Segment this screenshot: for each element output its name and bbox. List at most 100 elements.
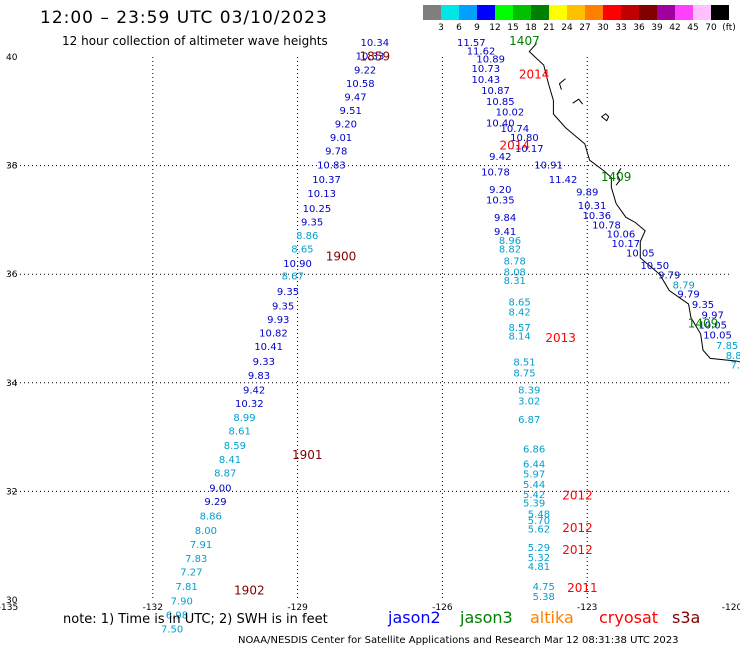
wave-height-value: 8.14 [508, 331, 530, 342]
wave-height-value: 9.20 [489, 185, 511, 196]
wave-height-value: 9.47 [344, 92, 366, 103]
scale-label: 70 [705, 23, 717, 33]
scale-swatch [423, 5, 441, 20]
wave-height-value: 7.90 [171, 596, 193, 607]
wave-height-value: 9.51 [340, 106, 362, 117]
wave-height-value: 11.42 [549, 175, 578, 186]
satellite-tracks: 10.34 10.33 9.22 10.58 9.47 9.51 9.20 9.01 9.78 1… [161, 34, 740, 636]
scale-swatch [441, 5, 459, 20]
wave-height-value: 3.02 [518, 397, 540, 408]
wave-height-value: 10.78 [481, 167, 510, 178]
wave-height-value: 7.46 [731, 361, 740, 372]
legend-jason2: jason2 [388, 608, 441, 627]
wave-height-value: 10.87 [481, 86, 510, 97]
wave-height-value: 10.80 [510, 133, 539, 144]
wave-height-value: 5.97 [523, 469, 545, 480]
wave-height-value: 10.34 [361, 38, 390, 49]
lon-label: -126 [432, 603, 453, 613]
wave-height-value: 5.48 [528, 509, 550, 520]
time-label: 1409 [601, 170, 632, 184]
wave-height-value: 5.42 [523, 490, 545, 501]
wave-height-value: 9.35 [272, 301, 294, 312]
wave-height-value: 8.42 [508, 307, 530, 318]
wave-height-value: 10.36 [583, 211, 612, 222]
scale-label: (ft) [722, 23, 736, 33]
wave-height-value: 8.67 [282, 272, 304, 283]
map-note: note: 1) Time is in UTC; 2) SWH is in fe… [63, 612, 328, 627]
wave-height-value: 6.87 [518, 415, 540, 426]
axis-labels: -135 -132 -129 -126 -123 -120 40 38 36 34 32 30 [0, 53, 740, 613]
wave-height-value: 9.89 [576, 187, 598, 198]
wave-height-value: 10.31 [578, 201, 607, 212]
legend-s3a: s3a [672, 608, 701, 627]
wave-height-value: 10.33 [356, 52, 385, 63]
time-label: 2014 [519, 68, 550, 82]
time-label: 2011 [567, 581, 598, 595]
scale-label: 3 [438, 23, 444, 33]
wave-height-value: 9.35 [301, 217, 323, 228]
page-subtitle: 12 hour collection of altimeter wave hei… [62, 34, 328, 48]
wave-height-value: 8.86 [200, 512, 222, 523]
scale-label: 12 [489, 23, 501, 33]
time-label: 2012 [562, 521, 593, 535]
time-label: 2014 [500, 138, 531, 152]
wave-height-value: 5.38 [533, 592, 555, 603]
wave-height-value: 9.00 [209, 483, 231, 494]
wave-height-value: 8.65 [508, 298, 530, 309]
scale-swatch [711, 5, 729, 20]
map-grid [8, 57, 732, 600]
wave-height-value: 10.32 [235, 399, 264, 410]
time-label: 2012 [562, 543, 593, 557]
inlet-outline [572, 98, 584, 105]
wave-height-value: 10.83 [317, 160, 346, 171]
wave-height-value: 8.08 [504, 267, 526, 278]
scale-swatch [477, 5, 495, 20]
wave-height-value: 10.91 [534, 160, 563, 171]
wave-height-value: 8.86 [296, 231, 318, 242]
scale-swatch [585, 5, 603, 20]
wave-height-value: 4.81 [528, 562, 550, 573]
lon-label: -135 [0, 603, 18, 613]
wave-height-value: 9.83 [248, 371, 270, 382]
legend-altika: altika [530, 608, 574, 627]
wave-height-value: 9.93 [267, 315, 289, 326]
wave-height-value: 8.82 [499, 244, 521, 255]
wave-height-value: 8.00 [195, 526, 217, 537]
scale-label: 15 [507, 23, 519, 33]
scale-label: 33 [615, 23, 627, 33]
time-label: 1859 [360, 49, 391, 63]
scale-swatch [513, 5, 531, 20]
lat-label: 38 [6, 162, 18, 172]
wave-height-value: 10.43 [472, 75, 501, 86]
lat-label: 36 [6, 270, 18, 280]
scale-label: 45 [687, 23, 699, 33]
wave-height-value: 10.73 [472, 64, 501, 75]
lon-label: -132 [143, 603, 163, 613]
scale-label: 39 [651, 23, 663, 33]
wave-height-value: 8.57 [508, 323, 530, 334]
wave-height-value: 10.74 [500, 124, 529, 135]
coastline [528, 43, 740, 363]
lon-label: -129 [287, 603, 308, 613]
wave-height-value: 10.90 [283, 259, 312, 270]
time-label: 1409 [688, 316, 719, 330]
scale-swatch [459, 5, 477, 20]
scale-swatch [549, 5, 567, 20]
lon-label: -123 [577, 603, 597, 613]
lat-label: 40 [6, 53, 18, 63]
wave-height-value: 8.51 [513, 357, 535, 368]
wave-height-value: 10.89 [476, 54, 505, 65]
wave-height-value: 8.41 [219, 455, 241, 466]
scale-label: 18 [525, 23, 537, 33]
wave-height-value: 9.01 [330, 133, 352, 144]
wave-height-value: 10.35 [486, 196, 515, 207]
wave-height-value: 8.59 [224, 441, 246, 452]
wave-height-value: 8.78 [504, 256, 526, 267]
wave-height-value: 5.39 [523, 499, 545, 510]
lake-outline [600, 113, 610, 122]
wave-height-value: 7.83 [185, 554, 207, 565]
wave-height-value: 9.84 [494, 213, 516, 224]
wave-height-value: 7.81 [175, 582, 197, 593]
scale-swatch [603, 5, 621, 20]
